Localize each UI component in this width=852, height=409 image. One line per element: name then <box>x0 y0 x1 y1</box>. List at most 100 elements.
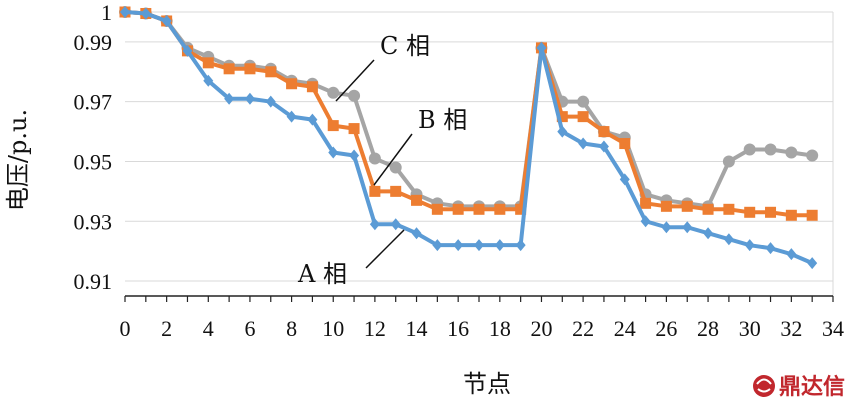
data-point <box>224 92 235 105</box>
data-point <box>349 149 360 162</box>
data-point <box>619 173 630 186</box>
data-point <box>806 149 819 162</box>
data-point <box>369 218 380 231</box>
y-tick-label: 0.97 <box>74 90 113 115</box>
y-tick-labels: 1 0.99 0.97 0.95 0.93 0.91 <box>74 0 113 294</box>
data-point <box>452 203 464 215</box>
data-point <box>473 203 485 215</box>
series-0 <box>120 6 818 270</box>
annotations: C 相 B 相 A 相 <box>297 32 467 288</box>
x-tick-label: 16 <box>447 316 469 341</box>
data-point <box>557 125 568 138</box>
data-point <box>577 111 589 123</box>
data-point <box>598 126 610 138</box>
data-point <box>120 6 130 18</box>
data-point <box>786 248 797 261</box>
data-point <box>202 57 214 69</box>
data-point <box>806 209 818 221</box>
x-tick-label: 6 <box>244 316 255 341</box>
data-point <box>577 95 590 108</box>
series-lines <box>119 6 819 270</box>
annotation-leader <box>365 229 405 269</box>
data-point <box>348 123 360 135</box>
data-point <box>702 203 714 215</box>
data-point <box>140 7 151 20</box>
series-line <box>124 10 813 209</box>
x-tick-label: 14 <box>406 316 428 341</box>
data-point <box>681 200 693 212</box>
annotation-label: A 相 <box>297 260 347 288</box>
data-point <box>369 185 381 197</box>
watermark: 鼎达信 <box>753 374 845 400</box>
series-1 <box>119 6 818 221</box>
x-tick-label: 28 <box>697 316 719 341</box>
y-tick-label: 0.91 <box>74 269 113 294</box>
data-point <box>411 194 423 206</box>
data-point <box>764 143 777 156</box>
y-tick-label: 0.95 <box>74 149 113 174</box>
x-tick-label: 34 <box>822 316 844 341</box>
series-line <box>124 10 813 265</box>
data-point <box>494 203 506 215</box>
data-point <box>743 143 756 156</box>
data-point <box>182 44 193 57</box>
data-point <box>390 185 402 197</box>
data-point <box>474 239 484 252</box>
data-point <box>453 239 464 252</box>
data-point <box>765 206 777 218</box>
data-point <box>265 66 277 78</box>
data-point <box>744 206 756 218</box>
data-point <box>723 203 735 215</box>
data-point <box>556 111 568 123</box>
data-point <box>223 63 235 75</box>
series-line <box>124 10 813 218</box>
data-point <box>744 239 755 252</box>
data-point <box>536 41 547 54</box>
data-point <box>640 215 651 228</box>
x-tick-label: 8 <box>286 316 297 341</box>
data-point <box>328 146 339 159</box>
y-tick-label: 1 <box>101 0 112 25</box>
data-point <box>432 239 443 252</box>
data-point <box>785 146 798 159</box>
x-tick-label: 2 <box>161 316 172 341</box>
x-tick-label: 10 <box>322 316 344 341</box>
data-point <box>723 233 734 246</box>
axes <box>124 295 834 302</box>
data-point <box>348 89 361 102</box>
x-tick-label: 0 <box>120 316 131 341</box>
x-tick-label: 26 <box>655 316 677 341</box>
data-point <box>515 203 527 215</box>
x-axis-title: 节点 <box>463 370 511 398</box>
data-point <box>244 92 255 105</box>
data-point <box>578 137 589 150</box>
annotation-label: C 相 <box>380 32 430 60</box>
annotation-leader <box>335 59 375 102</box>
data-point <box>640 197 652 209</box>
data-point <box>390 218 401 231</box>
data-point <box>682 221 693 234</box>
grid-lines <box>125 11 834 296</box>
x-tick-label: 30 <box>739 316 761 341</box>
data-point <box>494 239 505 252</box>
data-point <box>807 257 818 270</box>
annotation-label: B 相 <box>418 106 467 134</box>
data-point <box>431 203 443 215</box>
data-point <box>327 120 339 132</box>
data-point <box>265 95 276 108</box>
y-tick-label: 0.99 <box>74 30 113 55</box>
data-point <box>161 14 172 27</box>
data-point <box>368 152 381 165</box>
data-point <box>660 200 672 212</box>
data-point <box>286 78 298 90</box>
x-tick-label: 4 <box>203 316 214 341</box>
data-point <box>661 221 672 234</box>
data-point <box>515 239 526 252</box>
series-2 <box>119 6 819 213</box>
data-point <box>765 242 776 255</box>
x-tick-label: 22 <box>572 316 594 341</box>
y-tick-label: 0.93 <box>74 209 113 234</box>
x-tick-label: 32 <box>780 316 802 341</box>
x-tick-label: 18 <box>489 316 511 341</box>
